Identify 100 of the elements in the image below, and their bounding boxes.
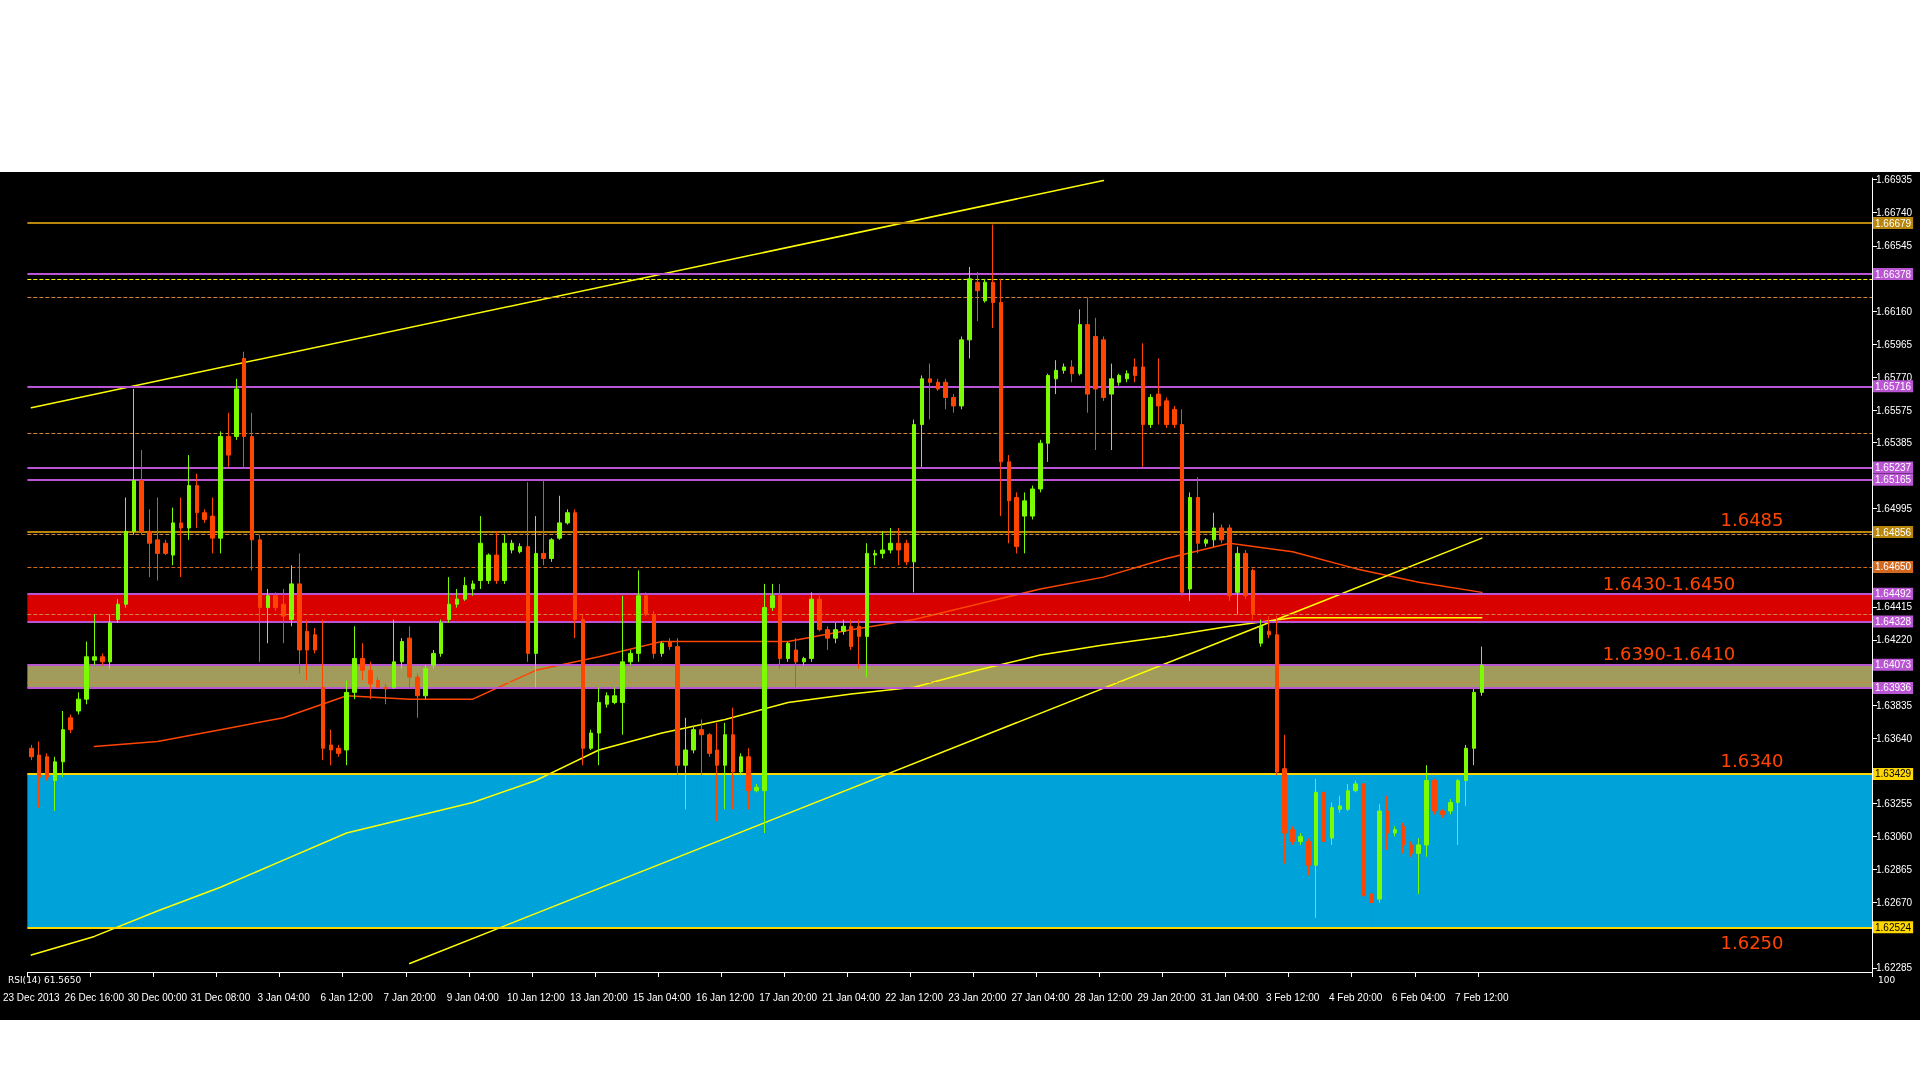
x-tick-label: 13 Jan 20:00: [569, 991, 629, 1003]
candlestick: [1338, 795, 1342, 814]
candlestick: [392, 618, 396, 690]
candlestick: [1078, 308, 1082, 376]
candlestick: [951, 393, 956, 414]
candlestick: [825, 625, 830, 651]
candlestick: [84, 641, 89, 705]
candlestick: [565, 508, 570, 526]
candlestick: [683, 717, 688, 810]
candlestick: [376, 676, 380, 690]
y-tick-label: 1.65575: [1876, 404, 1913, 416]
y-tick-label: 1.65965: [1876, 338, 1913, 350]
candlestick: [1212, 512, 1216, 548]
candlestick: [1361, 779, 1366, 907]
ref-line-label: 1.66679: [1875, 217, 1912, 229]
candlestick: [463, 576, 467, 602]
y-tick-label: 1.64995: [1876, 502, 1913, 514]
candlestick: [541, 480, 546, 566]
candlestick: [715, 722, 719, 822]
x-tick-label: 28 Jan 12:00: [1074, 991, 1133, 1003]
candlestick: [1014, 491, 1019, 554]
candlestick: [983, 278, 987, 304]
ref-line-label: 1.64856: [1875, 526, 1912, 538]
candlestick: [53, 756, 57, 812]
x-tick-label: 16 Jan 12:00: [696, 991, 755, 1003]
candlestick: [329, 729, 333, 766]
candlestick: [1456, 778, 1460, 846]
candlestick: [975, 271, 980, 322]
candlestick: [155, 496, 160, 582]
x-tick-label: 3 Jan 04:00: [257, 991, 311, 1003]
x-tick-label: 31 Dec 08:00: [190, 991, 251, 1003]
x-tick-label: 15 Jan 04:00: [633, 991, 692, 1003]
candlestick: [999, 278, 1003, 517]
candlestick: [68, 713, 73, 734]
x-tick-label: 27 Jan 04:00: [1011, 991, 1070, 1003]
x-tick-label: 30 Dec 00:00: [127, 991, 188, 1003]
annotation: 1.6485: [1720, 508, 1784, 530]
y-tick-label: 1.65385: [1876, 436, 1913, 448]
candlestick: [1038, 439, 1043, 493]
candlestick: [478, 515, 483, 590]
candlestick: [991, 224, 995, 329]
candlestick: [187, 454, 191, 541]
candlestick: [360, 642, 365, 681]
candlestick: [455, 588, 459, 609]
candlestick: [1409, 841, 1413, 858]
candlestick: [1093, 317, 1098, 451]
candlestick: [1188, 491, 1192, 602]
candlestick: [132, 388, 136, 536]
candlestick: [920, 374, 924, 468]
candlestick: [1424, 764, 1429, 858]
x-tick-label: 9 Jan 04:00: [446, 991, 500, 1003]
candlestick: [612, 686, 617, 705]
candlestick: [400, 637, 404, 670]
candlestick: [817, 595, 822, 632]
y-tick-label: 1.62670: [1876, 897, 1913, 909]
candlestick: [628, 649, 633, 666]
candlestick: [1125, 369, 1129, 383]
candlestick: [368, 661, 373, 700]
candlestick: [226, 412, 231, 468]
candlestick: [896, 527, 901, 566]
annotation: 1.6340: [1720, 750, 1784, 772]
candlestick: [45, 752, 49, 781]
candlestick: [415, 673, 420, 719]
candlestick: [1401, 822, 1405, 854]
candlestick: [61, 710, 65, 778]
candlestick: [1448, 798, 1453, 815]
candlestick: [471, 580, 475, 597]
candlestick: [526, 481, 530, 663]
x-tick-label: 4 Feb 20:00: [1328, 991, 1383, 1003]
candlestick: [1070, 359, 1074, 383]
candlestick: [928, 363, 932, 420]
candlestick: [549, 537, 554, 563]
candlestick: [305, 618, 309, 681]
candlestick: [1275, 615, 1279, 776]
x-tick-label: 23 Dec 2013: [2, 991, 61, 1003]
candlestick: [794, 637, 798, 688]
candlestick: [1377, 803, 1382, 904]
candlestick: [1314, 778, 1318, 919]
candlestick: [1369, 886, 1374, 927]
ref-line-label: 1.64650: [1875, 561, 1912, 573]
candlestick: [1054, 359, 1058, 395]
candlestick: [865, 542, 869, 678]
candlestick: [1046, 373, 1050, 463]
candlestick: [873, 549, 877, 566]
y-tick-label: 1.63255: [1876, 797, 1913, 809]
x-tick-label: 17 Jan 20:00: [759, 991, 818, 1003]
candlestick: [652, 610, 656, 659]
candlestick: [92, 613, 97, 666]
candlestick: [273, 591, 278, 612]
x-tick-label: 6 Jan 12:00: [320, 991, 374, 1003]
candlestick: [195, 473, 199, 529]
candlestick: [573, 508, 577, 639]
y-tick-label: 1.64415: [1876, 601, 1913, 613]
candlestick: [258, 534, 262, 663]
candlestick: [770, 583, 775, 612]
candlestick: [739, 752, 743, 776]
candlestick: [147, 508, 152, 578]
y-tick-label: 1.63640: [1876, 732, 1913, 744]
candlestick: [210, 496, 215, 554]
x-tick-label: 23 Jan 20:00: [948, 991, 1007, 1003]
